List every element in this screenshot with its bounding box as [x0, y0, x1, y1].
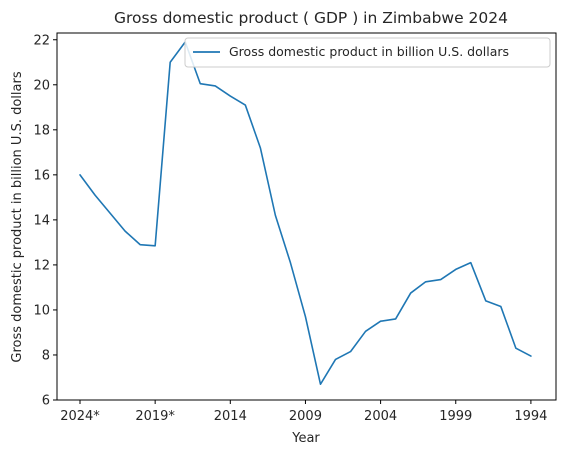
x-tick-label: 1994	[514, 409, 547, 424]
y-tick-label: 8	[42, 348, 50, 363]
y-axis: 6 8 10 12 14 16 18 20 22	[33, 33, 57, 409]
x-tick-label: 2019*	[135, 409, 175, 424]
x-tick-label: 1999	[439, 409, 472, 424]
y-tick-label: 14	[33, 213, 50, 228]
x-tick-label: 2004	[364, 409, 397, 424]
x-tick-label: 2014	[214, 409, 247, 424]
y-tick-label: 22	[33, 33, 50, 48]
x-tick-label: 2024*	[60, 409, 100, 424]
y-tick-label: 6	[42, 394, 50, 409]
y-tick-label: 18	[33, 123, 50, 138]
legend: Gross domestic product in billion U.S. d…	[184, 37, 551, 68]
chart-title: Gross domestic product ( GDP ) in Zimbab…	[114, 9, 508, 27]
y-tick-label: 20	[33, 78, 50, 93]
plot-area	[56, 32, 557, 401]
legend-label: Gross domestic product in billion U.S. d…	[229, 44, 509, 59]
y-tick-label: 16	[33, 168, 50, 183]
series-line	[79, 41, 532, 386]
y-tick-label: 12	[33, 258, 50, 273]
legend-box	[184, 37, 551, 68]
y-tick-label: 10	[33, 303, 50, 318]
y-axis-label: Gross domestic product in billion U.S. d…	[10, 71, 25, 362]
series-layer	[79, 41, 532, 386]
x-axis: 2024* 2019* 2014 2009 2004 1999 1994	[60, 400, 547, 424]
x-axis-label: Year	[291, 431, 320, 446]
x-tick-label: 2009	[289, 409, 322, 424]
